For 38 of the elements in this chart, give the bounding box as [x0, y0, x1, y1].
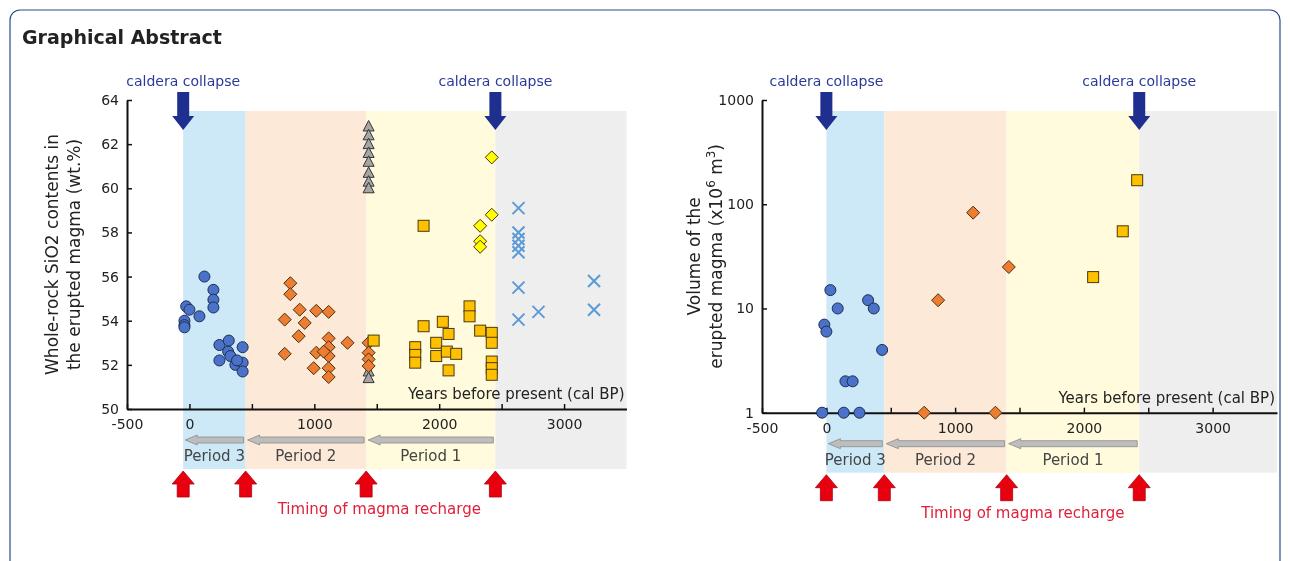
y-tick-label: 64	[101, 91, 120, 108]
x-tick-label: 3000	[1195, 419, 1231, 436]
x-tick-label: 3000	[546, 415, 583, 432]
y-tick-label: 58	[101, 224, 119, 241]
y-tick-label: 52	[101, 356, 119, 373]
y-tick-label: 1000	[718, 91, 754, 108]
text: caldera collapse	[769, 73, 884, 89]
x-axis-title: Years before present (cal BP)	[1057, 388, 1275, 407]
chart-title: Graphical Abstract	[22, 26, 222, 48]
text: caldera collapse	[1082, 73, 1197, 89]
x-tick-label: 2000	[421, 415, 458, 432]
y-tick-label: 10	[736, 300, 754, 317]
band-label: Period 2	[914, 450, 977, 469]
y-axis-title: Whole-rock SiO2 contents in the erupted magma (wt.%)	[42, 134, 84, 375]
text: caldera collapse	[126, 73, 241, 89]
y-tick-label: 100	[727, 196, 754, 213]
x-tick-label: 0	[822, 419, 832, 436]
x-axis-title: Years before present (cal BP)	[406, 385, 625, 403]
x-tick-label: -500	[746, 419, 779, 436]
y-tick-label: 50	[101, 400, 119, 417]
band-label: Period 1	[400, 447, 462, 465]
band-label: Period 2	[275, 447, 337, 465]
x-tick-label: 0	[185, 415, 195, 432]
y-tick-label: 56	[101, 268, 120, 285]
y-tick-label: 62	[101, 136, 119, 153]
x-tick-label: 1000	[937, 419, 974, 436]
text: caldera collapse	[438, 73, 553, 89]
text: Timing of magma recharge	[920, 503, 1125, 522]
y-tick-label: 54	[101, 312, 120, 329]
band-label: Period 3	[183, 447, 245, 465]
y-tick-label: 60	[101, 180, 119, 197]
x-tick-label: 2000	[1066, 419, 1103, 436]
x-tick-label: 1000	[296, 415, 333, 432]
x-tick-label: -500	[111, 415, 144, 432]
y-tick-label: 1	[745, 404, 754, 421]
band-label: Period 1	[1042, 450, 1104, 469]
text: Timing of magma recharge	[276, 500, 481, 518]
band-label: Period 3	[824, 450, 886, 469]
